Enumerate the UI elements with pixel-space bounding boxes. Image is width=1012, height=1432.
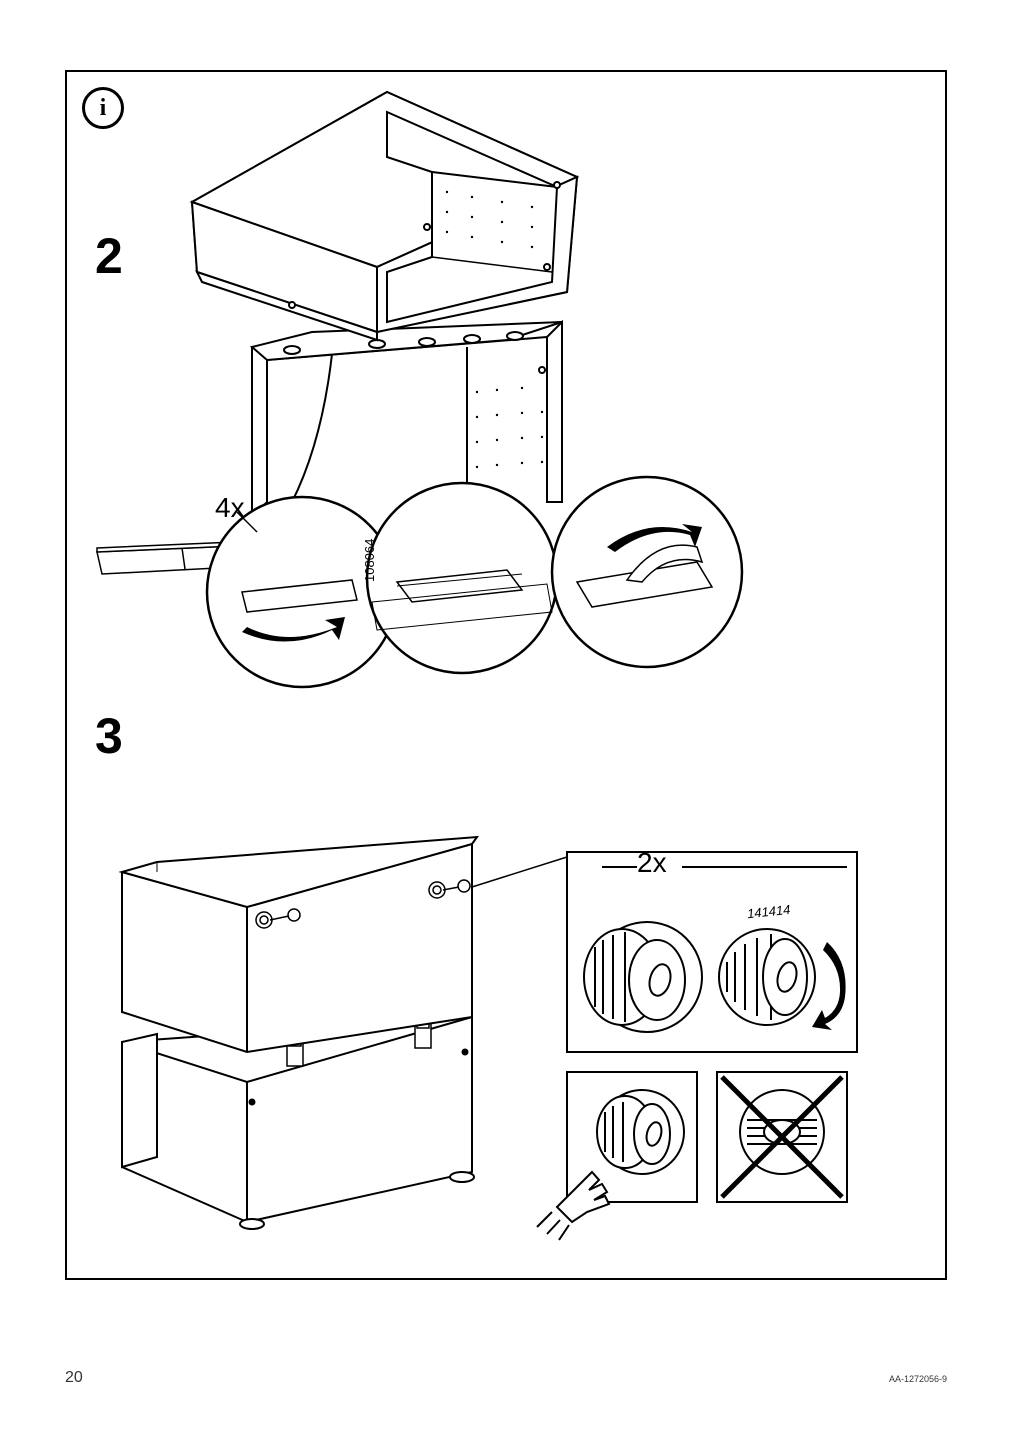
document-id: AA-1272056-9 <box>889 1374 947 1384</box>
step-3-qty: 2x <box>637 847 667 879</box>
page-number: 20 <box>65 1369 83 1387</box>
step-3-number: 3 <box>95 707 123 765</box>
step-2-illustration <box>67 72 949 692</box>
step-3-illustration <box>67 762 949 1282</box>
step-2-part-number: 108064 <box>362 539 377 582</box>
instruction-page: i 2 3 <box>65 70 947 1280</box>
step-2-qty: 4x <box>215 492 245 524</box>
